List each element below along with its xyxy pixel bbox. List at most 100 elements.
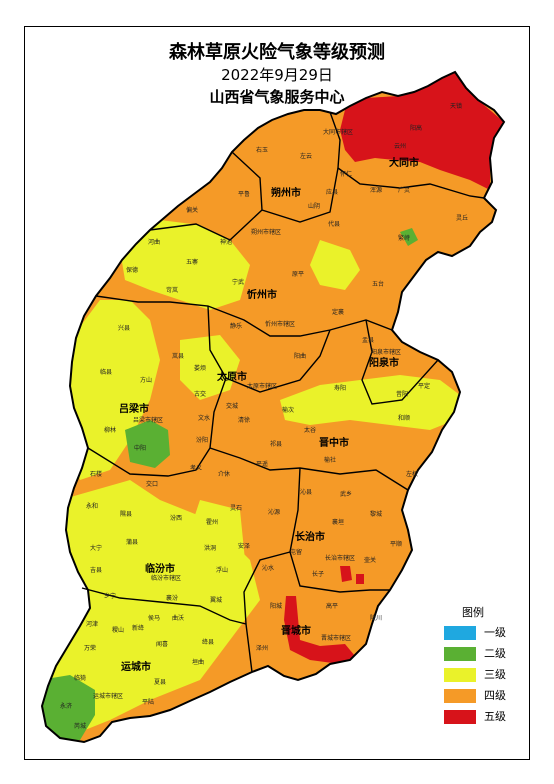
county-label-dingxiang: 定襄 <box>332 308 344 316</box>
county-label-daning: 大宁 <box>90 544 102 552</box>
county-label-lingchuan: 陵川 <box>370 614 382 622</box>
county-label-yuanqu: 垣曲 <box>192 658 204 666</box>
county-label-pinglu: 平鲁 <box>238 190 250 198</box>
county-label-jinchengxian: 晋城市辖区 <box>321 634 351 642</box>
boundary-yuncheng <box>81 587 247 625</box>
agency-name: 山西省气象服务中心 <box>209 88 345 106</box>
legend-label: 四级 <box>484 689 506 702</box>
county-label-quwo: 曲沃 <box>172 614 184 622</box>
county-label-anze: 安泽 <box>238 542 250 550</box>
county-label-xiyang: 昔阳 <box>396 390 408 398</box>
city-label-xinzhou: 忻州市 <box>247 288 277 301</box>
city-label-linfen: 临汾市 <box>145 562 175 575</box>
county-label-taiyuanxian: 太原市辖区 <box>247 382 277 390</box>
county-label-tunliu: 屯留 <box>290 548 302 556</box>
county-label-shuozhouxian: 朔州市辖区 <box>251 228 281 236</box>
county-label-yuanping: 原平 <box>292 271 304 278</box>
county-label-xingxian: 兴县 <box>118 324 130 332</box>
level3-area-west <box>66 300 160 480</box>
county-label-fenxi: 汾西 <box>170 514 182 522</box>
legend-item-4: 四级 <box>444 689 524 703</box>
county-label-ruicheng: 芮城 <box>74 722 86 730</box>
legend-swatch <box>444 647 476 661</box>
county-label-yicheng: 翼城 <box>210 597 222 604</box>
county-label-shouyang: 寿阳 <box>334 384 346 392</box>
county-label-pianguan: 偏关 <box>186 206 198 214</box>
boundary-shuozhou <box>231 151 339 223</box>
city-label-taiyuan: 太原市 <box>216 370 247 383</box>
county-label-xiangning: 乡宁 <box>104 592 116 600</box>
map-title: 森林草原火险气象等级预测 <box>169 42 385 63</box>
county-label-lingqiu: 灵丘 <box>456 215 468 222</box>
county-label-qixian: 祁县 <box>270 440 282 448</box>
city-label-yuncheng: 运城市 <box>121 660 151 673</box>
level5-area-changzhi <box>340 566 352 582</box>
county-label-wuzhai: 五寨 <box>186 258 198 266</box>
legend-label: 二级 <box>484 647 506 660</box>
county-label-zezhou: 泽州 <box>256 644 268 652</box>
boundary-taiyuan <box>207 305 331 393</box>
province-outline <box>40 70 506 744</box>
county-label-tianzhen: 天镇 <box>450 102 462 110</box>
county-label-linfenxian: 临汾市辖区 <box>151 574 181 582</box>
county-label-huozhou: 霍州 <box>206 519 218 526</box>
county-label-licheng: 黎城 <box>370 510 382 518</box>
county-label-loufan: 娄烦 <box>194 364 206 372</box>
level3-area-jinzhong <box>280 375 460 430</box>
legend-item-1: 一级 <box>444 626 524 640</box>
legend-item-2: 二级 <box>444 647 524 661</box>
level5-area-jincheng <box>284 596 355 664</box>
county-label-baode: 保德 <box>126 266 138 274</box>
county-label-shanyin: 山阴 <box>308 202 320 210</box>
level2-area-wutai <box>400 228 418 246</box>
legend-label: 五级 <box>484 710 506 723</box>
county-label-hunyuan: 浑源 <box>370 186 382 194</box>
risk-area <box>42 72 504 742</box>
legend-item-5: 五级 <box>444 710 524 724</box>
county-label-fushan: 浮山 <box>216 566 228 574</box>
county-label-wuxiang: 武乡 <box>340 490 352 498</box>
county-label-wanrong: 万荣 <box>84 644 96 652</box>
legend-swatch <box>444 668 476 682</box>
county-label-youyu: 右玉 <box>256 146 268 154</box>
county-label-xiangfen: 襄汾 <box>166 594 178 602</box>
county-label-yunchengxian: 运城市辖区 <box>93 692 123 700</box>
county-label-guangling: 广灵 <box>398 186 410 194</box>
county-label-yongji: 永济 <box>60 702 72 710</box>
legend-label: 三级 <box>484 668 506 681</box>
county-label-jiangxian: 绛县 <box>202 638 214 646</box>
level3-area-xinzhou-east <box>310 240 360 290</box>
county-label-gujiao: 古交 <box>194 390 206 398</box>
city-label-lvliang: 吕梁市 <box>119 402 149 415</box>
city-label-yangquan: 阳泉市 <box>369 356 399 369</box>
county-label-qinshui: 沁水 <box>262 564 274 572</box>
city-label-datong: 大同市 <box>389 156 419 169</box>
county-label-qingxu: 清徐 <box>238 416 250 424</box>
county-label-xiaxian: 夏县 <box>154 679 166 686</box>
county-label-lanxian: 岚县 <box>172 353 184 360</box>
boundary-xinzhou-north <box>149 209 263 241</box>
level3-area-northwest <box>120 220 250 310</box>
county-label-hejin: 河津 <box>86 620 98 628</box>
county-label-shilou: 石楼 <box>90 470 102 478</box>
city-label-jincheng: 晋城市 <box>281 624 311 637</box>
county-label-yingxian: 应县 <box>326 188 338 196</box>
county-label-xiangyuan: 襄垣 <box>332 518 344 526</box>
county-label-lingshi: 灵石 <box>230 505 242 512</box>
county-label-houma: 侯马 <box>148 614 160 622</box>
county-label-huairen: 怀仁 <box>340 170 352 178</box>
county-label-fanzhi: 繁峙 <box>398 234 410 242</box>
county-label-pingshun: 平顺 <box>390 541 402 548</box>
boundary-xinzhou-south <box>95 295 393 337</box>
city-boundaries <box>81 111 485 673</box>
county-label-gaoping: 高平 <box>326 602 338 610</box>
county-label-daixian: 代县 <box>328 220 340 228</box>
county-label-hequ: 河曲 <box>148 238 160 246</box>
level5-area-changzhi-2 <box>356 574 364 584</box>
city-label-shuozhou: 朔州市 <box>271 186 301 199</box>
county-label-yonghe: 永和 <box>86 502 98 510</box>
county-label-yangquanxian: 阳泉市辖区 <box>371 348 401 356</box>
county-label-datongxian: 大同市辖区 <box>323 128 353 136</box>
